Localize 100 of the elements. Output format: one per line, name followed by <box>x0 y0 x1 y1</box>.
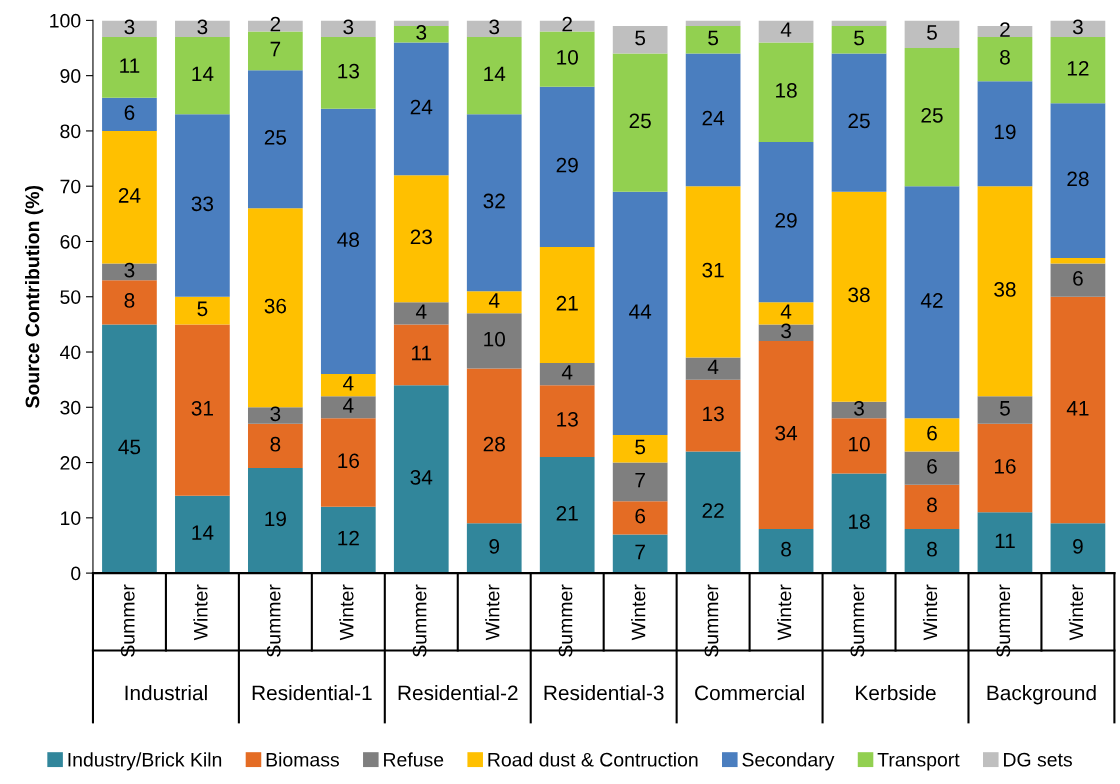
data-label: 4 <box>780 22 792 37</box>
data-label: 42 <box>920 293 943 308</box>
data-label: 12 <box>338 530 359 546</box>
bar <box>175 324 230 496</box>
bar <box>466 114 522 292</box>
data-label: 16 <box>994 458 1016 474</box>
data-label: 11 <box>412 345 432 361</box>
bar <box>539 86 595 247</box>
y-tick-label: 0 <box>71 566 81 581</box>
data-label: 24 <box>702 110 725 126</box>
bar <box>1050 20 1106 37</box>
data-label: 13 <box>703 406 724 422</box>
bar <box>393 302 449 325</box>
data-label: 45 <box>118 439 141 455</box>
bar <box>831 401 887 419</box>
x-tick-label: Summer <box>558 584 573 657</box>
data-label: 19 <box>994 124 1016 140</box>
data-label: 34 <box>410 469 433 485</box>
data-label: 25 <box>264 130 287 145</box>
data-label: 24 <box>118 188 141 203</box>
data-label: 31 <box>191 400 213 416</box>
bar <box>102 20 157 37</box>
y-tick-label: 40 <box>59 345 81 360</box>
bar <box>393 25 449 43</box>
y-tick-label: 80 <box>60 124 81 139</box>
bar <box>539 457 595 574</box>
bar <box>831 473 887 574</box>
bar <box>1050 258 1106 264</box>
bar <box>977 396 1033 424</box>
data-label: 41 <box>1066 401 1089 416</box>
bar <box>248 407 303 424</box>
bar <box>466 36 522 115</box>
data-label: 5 <box>854 30 864 46</box>
bar <box>248 70 303 209</box>
bar <box>758 324 814 341</box>
data-label: 3 <box>270 406 281 422</box>
data-label: 3 <box>343 19 354 35</box>
bar <box>831 25 887 54</box>
data-label: 31 <box>702 262 724 278</box>
bar <box>248 31 303 71</box>
data-label: 5 <box>708 30 719 46</box>
bar <box>904 418 960 452</box>
bar <box>466 313 522 369</box>
bar <box>539 363 595 386</box>
bar <box>612 191 668 435</box>
data-label: 16 <box>338 453 359 469</box>
bar <box>175 36 230 115</box>
data-label: 48 <box>337 232 359 248</box>
legend-label: Refuse <box>384 752 444 767</box>
bar <box>102 263 157 281</box>
bar <box>102 324 157 574</box>
data-label: 25 <box>629 113 651 129</box>
bar <box>102 36 157 98</box>
data-label: 8 <box>1000 49 1010 65</box>
data-label: 28 <box>483 436 505 452</box>
data-label: 4 <box>561 365 573 380</box>
data-label: 4 <box>343 376 354 391</box>
data-label: 3 <box>489 19 500 35</box>
data-label: 4 <box>488 293 500 308</box>
x-tick-label: Winter <box>485 584 500 641</box>
x-tick-label: Summer <box>120 584 135 657</box>
bar <box>102 280 157 325</box>
legend-label: Road dust & Contruction <box>488 752 698 767</box>
bar <box>248 423 303 469</box>
data-label: 13 <box>557 411 578 427</box>
x-tick-label: Summer <box>412 584 427 657</box>
bar <box>320 108 376 375</box>
data-label: 32 <box>483 193 505 209</box>
data-label: 9 <box>1073 539 1083 554</box>
data-label: 12 <box>1067 60 1089 76</box>
data-label: 6 <box>635 508 646 524</box>
data-label: 5 <box>635 30 646 46</box>
data-label: 8 <box>781 541 791 557</box>
data-label: 5 <box>927 25 937 40</box>
bar <box>904 20 960 49</box>
x-tick-label: Winter <box>922 584 938 641</box>
bar <box>466 20 522 37</box>
bar <box>904 48 960 187</box>
bar <box>758 141 814 303</box>
text: Residential-3 <box>544 684 664 701</box>
legend-label: Industry/Brick Kiln <box>68 752 222 771</box>
bar <box>685 451 741 574</box>
data-label: 8 <box>270 436 281 452</box>
bar <box>685 186 741 358</box>
text: Residential-2 <box>398 684 518 701</box>
data-label: 5 <box>1000 401 1010 416</box>
data-label: 3 <box>124 262 135 278</box>
bar <box>685 379 741 452</box>
data-label: 14 <box>192 525 214 540</box>
bar <box>904 528 960 574</box>
data-label: 38 <box>848 287 870 303</box>
y-tick-label: 90 <box>60 69 81 83</box>
data-label: 8 <box>927 497 937 513</box>
bar <box>466 368 522 524</box>
data-label: 34 <box>775 425 798 441</box>
x-tick-label: Winter <box>1068 584 1084 641</box>
bar <box>539 31 595 87</box>
bar <box>248 208 303 408</box>
bar <box>758 302 814 325</box>
bar <box>393 385 449 574</box>
